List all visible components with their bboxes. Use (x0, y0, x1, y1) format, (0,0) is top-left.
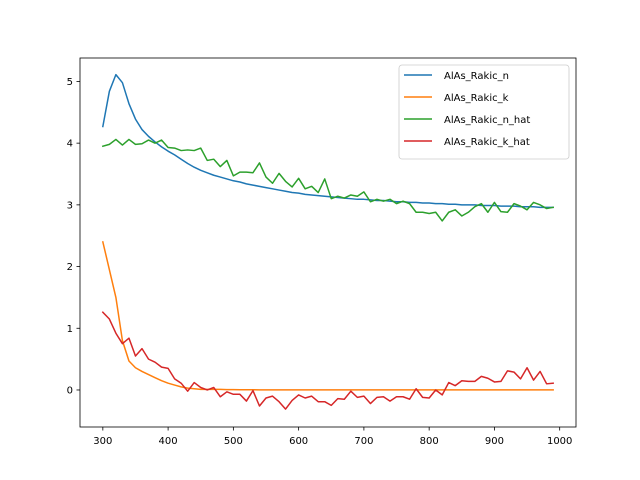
series-line-AlAs_Rakic_k (101, 240, 554, 391)
y-tick-label: 4 (67, 139, 73, 150)
x-tick-label: 900 (485, 436, 504, 447)
axes-frame (79, 57, 577, 428)
x-tick-label: 400 (159, 436, 178, 447)
x-tick-label: 600 (289, 436, 308, 447)
y-tick-label: 3 (67, 200, 73, 211)
series-line-AlAs_Rakic_k_hat (101, 311, 554, 410)
legend-label: AlAs_Rakic_k (444, 93, 509, 104)
y-tick-label: 5 (67, 77, 73, 88)
legend-label: AlAs_Rakic_n (444, 71, 509, 82)
legend-label: AlAs_Rakic_k_hat (444, 137, 530, 148)
plot-area (101, 73, 555, 410)
x-tick-label: 1000 (547, 436, 572, 447)
series-line-AlAs_Rakic_n_hat (101, 138, 555, 222)
x-tick-label: 500 (224, 436, 243, 447)
x-axis: 300 400 500 600 700 800 900 1000 (93, 427, 572, 447)
legend-label: AlAs_Rakic_n_hat (444, 115, 530, 126)
x-tick-label: 700 (354, 436, 373, 447)
y-tick-label: 1 (67, 324, 73, 335)
y-axis: 0 1 2 3 4 5 (67, 77, 80, 396)
x-tick-label: 300 (93, 436, 112, 447)
legend: AlAs_Rakic_n AlAs_Rakic_k AlAs_Rakic_n_hat… (398, 64, 570, 160)
x-tick-label: 800 (420, 436, 439, 447)
y-tick-label: 0 (67, 385, 73, 396)
legend-box (398, 64, 570, 160)
y-tick-label: 2 (67, 262, 73, 273)
